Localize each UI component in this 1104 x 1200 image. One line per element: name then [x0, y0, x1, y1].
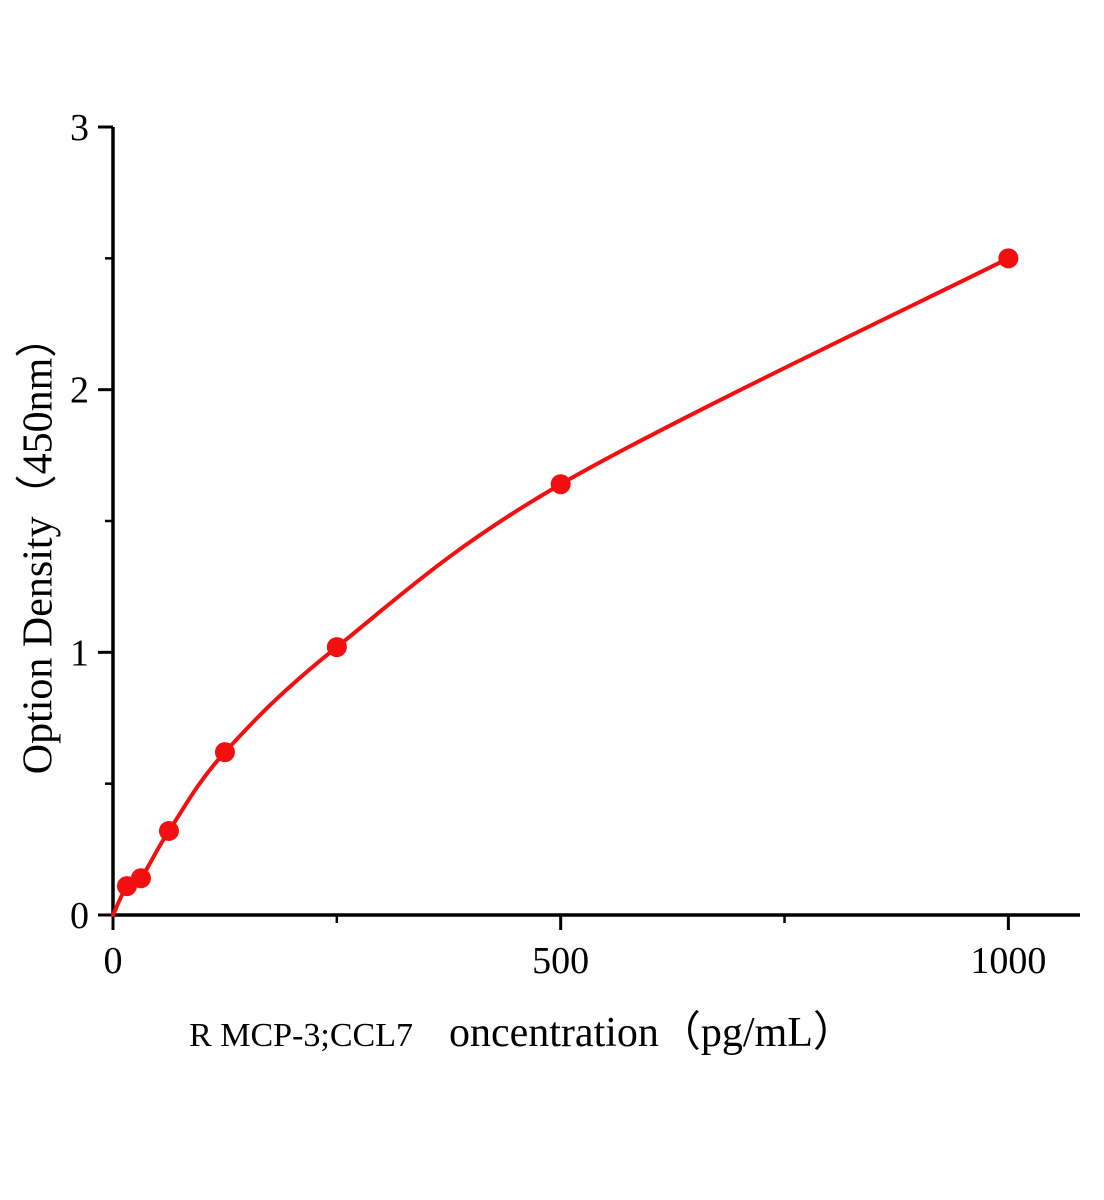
y-tick-label: 0 [70, 895, 89, 937]
data-point-marker [550, 474, 571, 495]
data-point-marker [326, 637, 347, 658]
data-point-marker [130, 868, 151, 889]
data-point-marker [214, 742, 235, 763]
x-axis-label-prefix: R MCP-3;CCL7 [189, 1017, 413, 1054]
y-tick-label: 1 [70, 632, 89, 674]
data-point-marker [158, 820, 179, 841]
data-point-marker [998, 248, 1019, 269]
x-tick-label: 500 [532, 940, 589, 982]
x-tick-label: 1000 [970, 940, 1046, 982]
standard-curve-line [111, 256, 1011, 917]
x-tick-label: 0 [104, 940, 123, 982]
y-axis-label: Option Density（450nm） [15, 315, 62, 775]
x-axis-label-main: oncentration（pg/mL） [448, 1010, 855, 1056]
y-tick-label: 3 [70, 107, 89, 149]
x-axis-label: R MCP-3;CCL7 oncentration（pg/mL） [0, 998, 1044, 1059]
y-tick-label: 2 [70, 370, 89, 412]
